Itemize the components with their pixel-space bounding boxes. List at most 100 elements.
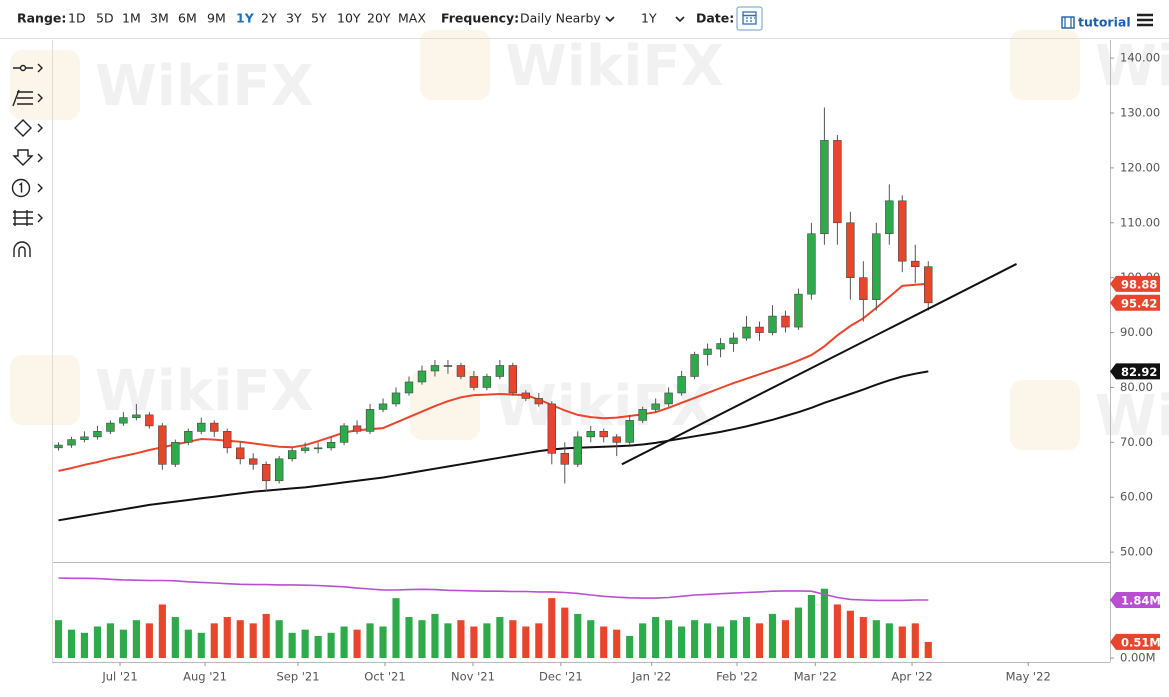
- volume-bars: [54, 588, 932, 658]
- tool-fib[interactable]: [12, 89, 43, 107]
- range-label: Range:: [17, 11, 66, 26]
- candle-body: [249, 458, 258, 465]
- candle-body: [106, 422, 115, 432]
- volume-bar: [223, 617, 231, 658]
- volume-bar: [379, 626, 387, 658]
- chevron[interactable]: [605, 16, 615, 23]
- candle-body: [729, 337, 738, 344]
- last-value-tag: [1110, 592, 1160, 609]
- range-button[interactable]: 5Y: [311, 11, 327, 26]
- candle-body: [898, 200, 907, 262]
- candle-body: [93, 431, 102, 438]
- y-tick-label: 110.00: [1120, 215, 1160, 229]
- candle-body: [287, 450, 297, 460]
- candle-body: [586, 431, 595, 438]
- candle-body: [612, 436, 621, 443]
- volume-bar: [158, 604, 166, 658]
- candle-body: [846, 222, 855, 278]
- frequency-select[interactable]: Daily Nearby: [520, 11, 601, 26]
- range-button[interactable]: 2Y: [261, 11, 277, 26]
- candle-body: [625, 420, 634, 443]
- watermark-text: WikiFX: [505, 34, 724, 99]
- range-button[interactable]: 3M: [150, 11, 169, 26]
- y-tick-label: 50.00: [1120, 545, 1153, 559]
- volume-bar: [132, 620, 140, 658]
- period-select[interactable]: 1Y: [641, 11, 657, 26]
- range-button[interactable]: 1M: [122, 11, 141, 26]
- candle-body: [430, 365, 440, 372]
- candle-body: [391, 392, 401, 405]
- moving-average: [58, 370, 929, 522]
- date-label: Date:: [696, 11, 734, 26]
- tool-magnet[interactable]: [13, 241, 31, 257]
- tool-number[interactable]: [11, 178, 43, 198]
- trendline: [621, 263, 1017, 466]
- calendar-button[interactable]: [736, 6, 763, 31]
- candle-body: [184, 431, 193, 443]
- candle-body: [833, 140, 842, 224]
- tutorial-icon[interactable]: [1061, 16, 1075, 29]
- range-button[interactable]: 1D: [68, 11, 86, 26]
- volume-bar: [119, 629, 127, 658]
- tool-line[interactable]: [13, 63, 43, 73]
- y-tick-label: 120.00: [1120, 160, 1160, 174]
- candle-body: [80, 436, 89, 440]
- moving-average: [58, 282, 929, 472]
- chevron[interactable]: [675, 16, 685, 23]
- candle-body: [885, 200, 894, 235]
- volume-bar: [768, 613, 777, 658]
- tool-shape[interactable]: [14, 119, 43, 137]
- volume-bar: [80, 632, 89, 658]
- volume-bar: [275, 620, 283, 658]
- toolbar: Range: Frequency: Daily Nearby 1Y Date: …: [0, 6, 1169, 39]
- range-button[interactable]: 9M: [207, 11, 226, 26]
- candle-body: [197, 422, 206, 432]
- candle-body: [339, 425, 349, 443]
- range-button[interactable]: 5D: [96, 11, 114, 26]
- x-tick-label: Jul '21: [101, 670, 137, 684]
- volume-bar: [327, 632, 335, 658]
- candle-body: [872, 233, 881, 300]
- range-button[interactable]: MAX: [398, 11, 426, 26]
- watermark-logo: [1010, 30, 1080, 100]
- candle-body: [534, 398, 544, 405]
- candle-body: [599, 431, 608, 438]
- candle-body: [236, 447, 245, 460]
- candle-body: [158, 425, 167, 465]
- candle-body: [223, 431, 232, 449]
- menu-button[interactable]: [1137, 13, 1153, 27]
- range-button[interactable]: 10Y: [337, 11, 361, 26]
- candle-body: [326, 442, 336, 449]
- tool-arrow[interactable]: [12, 149, 43, 166]
- candle-body: [482, 376, 492, 388]
- last-value-label: 0.51M: [1121, 635, 1161, 649]
- volume-bar: [691, 620, 699, 658]
- range-button[interactable]: 6M: [178, 11, 197, 26]
- volume-bar: [301, 629, 309, 658]
- range-button[interactable]: 3Y: [286, 11, 302, 26]
- x-tick-label: Dec '21: [539, 670, 583, 684]
- tutorial-link[interactable]: tutorial: [1078, 15, 1131, 30]
- last-value-tag: [1110, 275, 1160, 292]
- candle-body: [262, 463, 271, 482]
- y-tick-label: 130.00: [1120, 106, 1160, 120]
- watermark-text: WikiFX: [95, 359, 314, 424]
- volume-bar: [600, 626, 608, 658]
- plot-area: 50.0060.0070.0080.0090.00100.00110.00120…: [54, 51, 1161, 684]
- tool-measure[interactable]: [13, 210, 43, 226]
- volume-bar: [716, 626, 725, 658]
- volume-bar: [665, 620, 673, 658]
- candle-body: [145, 414, 154, 427]
- volume-bar: [457, 620, 465, 658]
- candle-body: [911, 260, 920, 267]
- x-tick-label: Mar '22: [794, 670, 837, 684]
- range-button[interactable]: 1Y: [236, 11, 255, 26]
- volume-bar: [288, 632, 296, 658]
- range-button[interactable]: 20Y: [367, 11, 391, 26]
- volume-bar: [522, 626, 530, 658]
- x-tick-label: Aug '21: [183, 670, 227, 684]
- candle-body: [755, 326, 764, 333]
- watermark-text: WikiFX: [95, 54, 314, 119]
